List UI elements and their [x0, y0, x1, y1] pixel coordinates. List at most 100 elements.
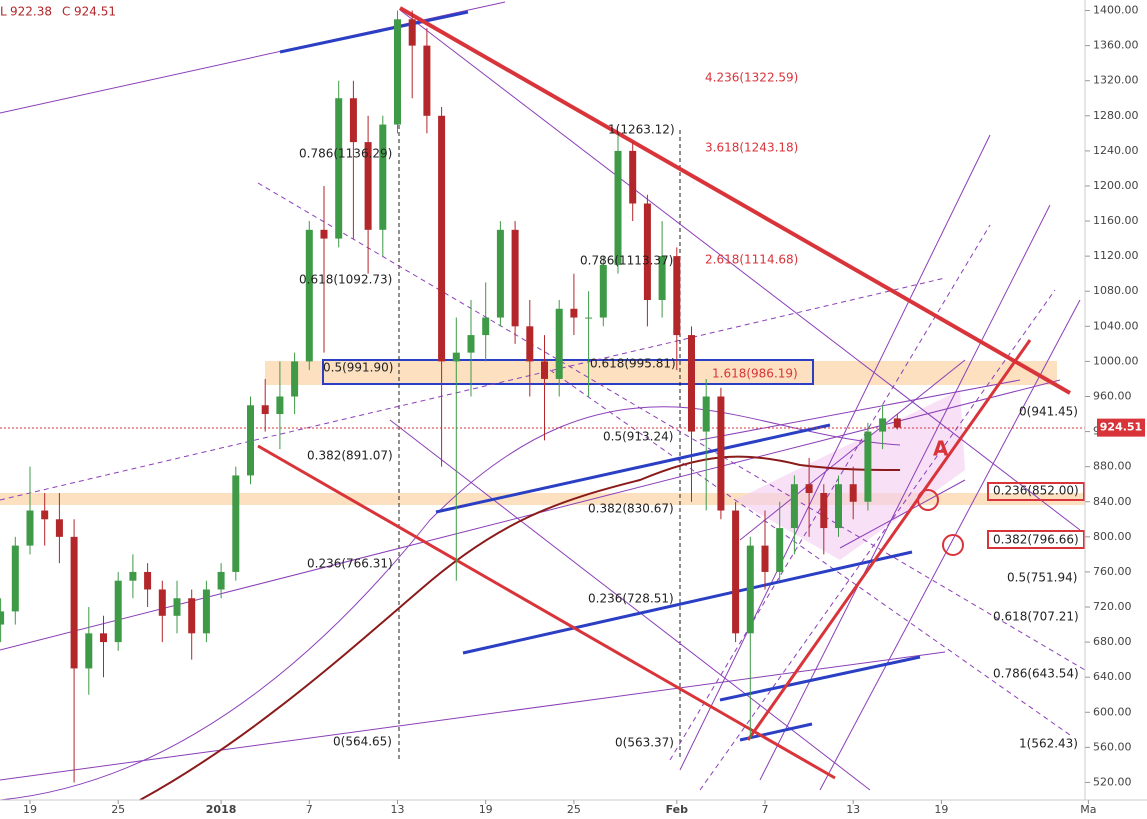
blue-segment	[719, 655, 921, 702]
red-trendline	[257, 444, 836, 780]
candle-body	[790, 484, 798, 529]
y-tick-label: 1040.00	[1093, 319, 1139, 332]
candle-body	[658, 256, 666, 300]
candle-body	[629, 150, 637, 204]
candle-body	[217, 571, 225, 590]
candle-body	[158, 589, 166, 616]
x-tick-label: 19	[479, 803, 493, 816]
x-tick-label: 2018	[206, 803, 237, 816]
fib-label: 0.382(891.07)	[307, 449, 393, 463]
candle-body	[379, 124, 387, 230]
candle-body	[394, 19, 401, 125]
candle-body	[864, 431, 872, 502]
y-tick-label: 1200.00	[1093, 179, 1139, 192]
y-tick-label: 1000.00	[1093, 354, 1139, 367]
candle-body	[276, 396, 284, 415]
fib-label: 0.786(1113.37)	[580, 254, 673, 268]
fib-label: 0.786(643.54)	[993, 667, 1079, 681]
candle-body	[55, 519, 63, 537]
circle-marker	[917, 489, 939, 511]
fib-label: 0.236(728.51)	[588, 592, 674, 606]
channel-line	[399, 9, 1081, 531]
y-tick-label: 1240.00	[1093, 144, 1139, 157]
candle-body	[320, 229, 328, 239]
fib-label: 0(941.45)	[1019, 405, 1078, 419]
candle-body	[702, 396, 710, 432]
candle-body	[893, 418, 901, 428]
candle-body	[173, 598, 181, 616]
y-tick-label: 1360.00	[1093, 39, 1139, 52]
candle-body	[673, 256, 681, 336]
candle-body	[129, 571, 137, 581]
candle-body	[849, 484, 857, 502]
y-tick-label: 1280.00	[1093, 109, 1139, 122]
y-tick-label: 1080.00	[1093, 284, 1139, 297]
dashed-line	[699, 289, 1056, 791]
candle-body	[835, 484, 842, 529]
fib-label: 0.382(830.67)	[588, 502, 674, 516]
x-tick-label: Ma	[1080, 803, 1096, 816]
dashed-line	[549, 369, 1071, 736]
fib-label: 1(562.43)	[1019, 737, 1078, 751]
y-tick-label: 960.00	[1093, 389, 1132, 402]
fib-label: 0.618(707.21)	[993, 610, 1079, 624]
candle-body	[526, 326, 534, 362]
fib-label: 0.236(852.00)	[993, 484, 1079, 498]
y-tick-label: 600.00	[1093, 705, 1132, 718]
fib-label: 0(563.37)	[615, 736, 674, 750]
y-tick-label: 720.00	[1093, 600, 1132, 613]
y-tick-label: 1120.00	[1093, 249, 1139, 262]
candle-body	[570, 308, 578, 318]
candle-body	[70, 536, 78, 669]
candle-body	[643, 203, 651, 300]
candle-body	[511, 229, 519, 327]
channel-line	[739, 359, 966, 541]
y-tick-label: 520.00	[1093, 775, 1132, 788]
readout-value: 924.51	[74, 5, 116, 19]
fib-label: A	[933, 437, 949, 461]
candle-body	[335, 98, 343, 239]
fib-label: 0(564.65)	[333, 735, 392, 749]
fib-label: 0.618(1092.73)	[299, 273, 392, 287]
x-tick-label: 7	[762, 803, 769, 816]
candle-body	[599, 264, 607, 318]
candle-body	[452, 352, 460, 362]
fib-label: 0.382(796.66)	[993, 533, 1079, 547]
x-tick-label: 19	[934, 803, 948, 816]
fib-label: 0.5(751.94)	[1007, 571, 1077, 585]
x-tick-label: 13	[391, 803, 405, 816]
candle-body	[247, 405, 254, 476]
candle-body	[261, 405, 269, 415]
blue-segment	[435, 423, 831, 514]
candle-body	[805, 484, 813, 493]
box-marker	[987, 530, 1085, 549]
y-tick-label: 760.00	[1093, 565, 1132, 578]
fib-label: 0.236(766.31)	[307, 557, 393, 571]
x-tick-label: 25	[567, 803, 581, 816]
fib-label: 1.618(986.19)	[712, 367, 798, 381]
x-tick-label: 13	[846, 803, 860, 816]
candle-body	[305, 229, 313, 362]
fib-label: 0.5(991.90)	[323, 361, 393, 375]
readout-label: C	[62, 5, 70, 19]
candle-body	[232, 475, 240, 572]
candle-body	[467, 335, 475, 353]
candle-body	[423, 45, 431, 116]
candle-body	[879, 418, 887, 432]
candle-body	[732, 510, 740, 634]
y-tick-label: 680.00	[1093, 635, 1132, 648]
candle-body	[820, 492, 828, 529]
blue-segment	[739, 722, 813, 742]
box-marker	[987, 482, 1085, 501]
candle-body	[717, 396, 725, 511]
fib-label: 2.618(1114.68)	[705, 253, 798, 267]
candle-body	[0, 611, 5, 625]
x-tick-label: 25	[111, 803, 125, 816]
y-tick-label: 880.00	[1093, 460, 1132, 473]
readout-label: L	[0, 5, 7, 19]
x-tick-label: Feb	[666, 803, 689, 816]
candle-body	[85, 633, 93, 669]
red-trendline	[399, 6, 1071, 395]
readout-value: 922.38	[10, 5, 52, 19]
